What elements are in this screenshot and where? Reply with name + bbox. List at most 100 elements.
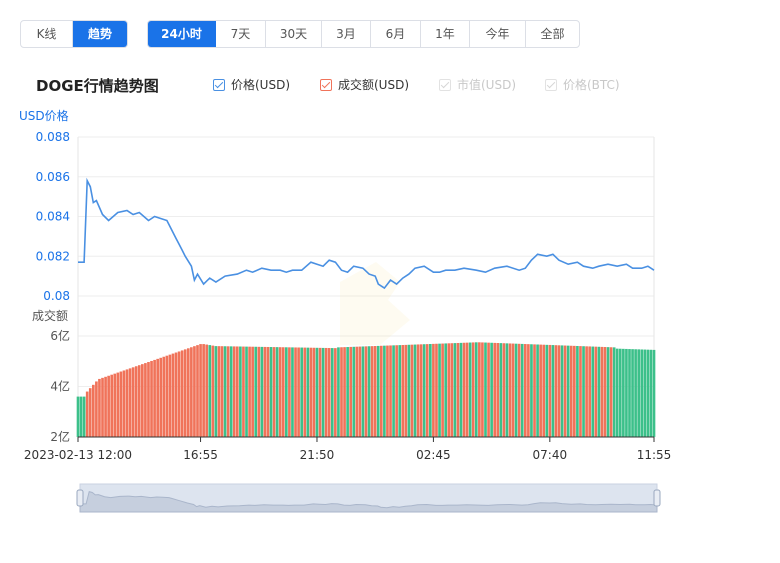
volume-bar xyxy=(349,346,353,437)
volume-bar xyxy=(330,348,334,437)
volume-bar xyxy=(361,346,365,437)
volume-bar xyxy=(199,344,202,437)
volume-bar xyxy=(542,344,546,437)
x-tick-label: 2023-02-13 12:00 xyxy=(24,448,132,462)
price-tick-label: 0.082 xyxy=(36,249,70,263)
volume-bar xyxy=(147,362,150,437)
volume-bar xyxy=(618,348,622,437)
volume-bar xyxy=(425,344,429,437)
volume-bar xyxy=(591,346,595,437)
volume-bar xyxy=(367,346,371,437)
x-tick-label: 21:50 xyxy=(300,448,335,462)
volume-bar xyxy=(217,346,221,437)
volume-bar xyxy=(281,347,285,437)
volume-bar xyxy=(171,353,175,437)
volume-bar xyxy=(275,347,279,437)
volume-bar xyxy=(266,346,270,437)
volume-bar xyxy=(236,346,239,437)
volume-bar xyxy=(649,349,653,437)
volume-bar xyxy=(612,347,616,437)
volume-bar xyxy=(337,347,340,437)
volume-bar xyxy=(533,344,536,437)
navigator-handle[interactable] xyxy=(653,489,661,507)
tab-30d[interactable]: 30天 xyxy=(266,21,322,47)
volume-bar xyxy=(211,345,215,437)
volume-bar xyxy=(180,350,184,437)
volume-bar xyxy=(573,345,576,437)
volume-bar xyxy=(205,344,209,437)
volume-tick-label: 2亿 xyxy=(50,429,70,444)
volume-bar xyxy=(444,343,447,437)
volume-bar xyxy=(177,351,181,437)
tab-kline[interactable]: K线 xyxy=(21,21,73,47)
volume-bar xyxy=(438,343,441,437)
volume-bar xyxy=(468,342,472,437)
volume-bar xyxy=(514,343,518,437)
volume-bar xyxy=(462,342,466,437)
volume-bar xyxy=(401,345,405,437)
volume-bar xyxy=(92,384,95,437)
volume-bar xyxy=(355,346,359,437)
volume-bar xyxy=(144,363,147,437)
volume-bar xyxy=(85,391,89,437)
volume-bar xyxy=(404,344,408,437)
volume-bar xyxy=(141,364,144,437)
volume-bar xyxy=(536,344,539,437)
x-axis-labels: 2023-02-13 12:00 16:55 21:50 02:45 07:40 11:5… xyxy=(24,448,671,462)
volume-bar xyxy=(101,377,104,437)
volume-bar xyxy=(254,346,258,437)
x-tick-label: 02:45 xyxy=(416,448,451,462)
tab-24h[interactable]: 24小时 xyxy=(148,21,216,47)
volume-bar xyxy=(643,349,647,437)
volume-bar xyxy=(594,346,598,437)
volume-bar xyxy=(508,343,512,437)
volume-axis-title: 成交额 xyxy=(32,309,69,323)
price-tick-label: 0.084 xyxy=(36,210,70,224)
tab-6m[interactable]: 6月 xyxy=(371,21,421,47)
tab-7d[interactable]: 7天 xyxy=(216,21,266,47)
volume-bar xyxy=(352,346,356,437)
volume-bar xyxy=(527,344,530,437)
legend-price-usd[interactable]: 价格(USD) xyxy=(213,76,290,93)
tab-trend[interactable]: 趋势 xyxy=(73,21,127,47)
chart-axes xyxy=(77,436,655,442)
volume-bar xyxy=(134,366,138,437)
volume-bar xyxy=(410,344,414,437)
tab-all[interactable]: 全部 xyxy=(540,27,565,41)
volume-bar xyxy=(116,372,120,437)
tab-3m[interactable]: 3月 xyxy=(322,21,371,47)
volume-bar xyxy=(229,346,233,437)
price-axis-title: USD价格 xyxy=(19,109,69,123)
time-range-navigator xyxy=(76,483,661,513)
volume-bar xyxy=(389,345,392,437)
legend-marketcap-usd: 市值(USD) xyxy=(439,76,516,93)
volume-bar xyxy=(563,345,567,437)
volume-bar xyxy=(422,344,426,437)
checkbox-checked-icon xyxy=(213,78,225,91)
volume-bar xyxy=(383,345,386,437)
volume-bar xyxy=(413,344,417,437)
legend-volume-usd[interactable]: 成交额(USD) xyxy=(320,76,409,93)
volume-bar xyxy=(174,352,178,437)
navigator-handle[interactable] xyxy=(76,489,84,507)
tab-1y[interactable]: 1年 xyxy=(421,21,470,47)
volume-bar xyxy=(159,357,163,437)
tab-ytd[interactable]: 今年 xyxy=(470,21,526,47)
volume-bar xyxy=(487,342,490,437)
volume-bar xyxy=(318,347,322,437)
volume-bar xyxy=(223,346,227,437)
volume-bar xyxy=(208,345,212,437)
volume-bar xyxy=(569,345,573,437)
chart-mode-switch: K线 趋势 xyxy=(20,20,128,48)
volume-bar xyxy=(548,344,552,437)
volume-bar xyxy=(637,349,641,437)
volume-bar xyxy=(113,373,117,437)
x-tick-label: 07:40 xyxy=(533,448,568,462)
volume-bar xyxy=(168,354,172,437)
volume-bar xyxy=(520,343,524,437)
legend-label: 市值(USD) xyxy=(457,78,517,92)
volume-bar xyxy=(288,347,291,437)
volume-bar xyxy=(628,349,631,437)
volume-bar xyxy=(450,343,454,437)
